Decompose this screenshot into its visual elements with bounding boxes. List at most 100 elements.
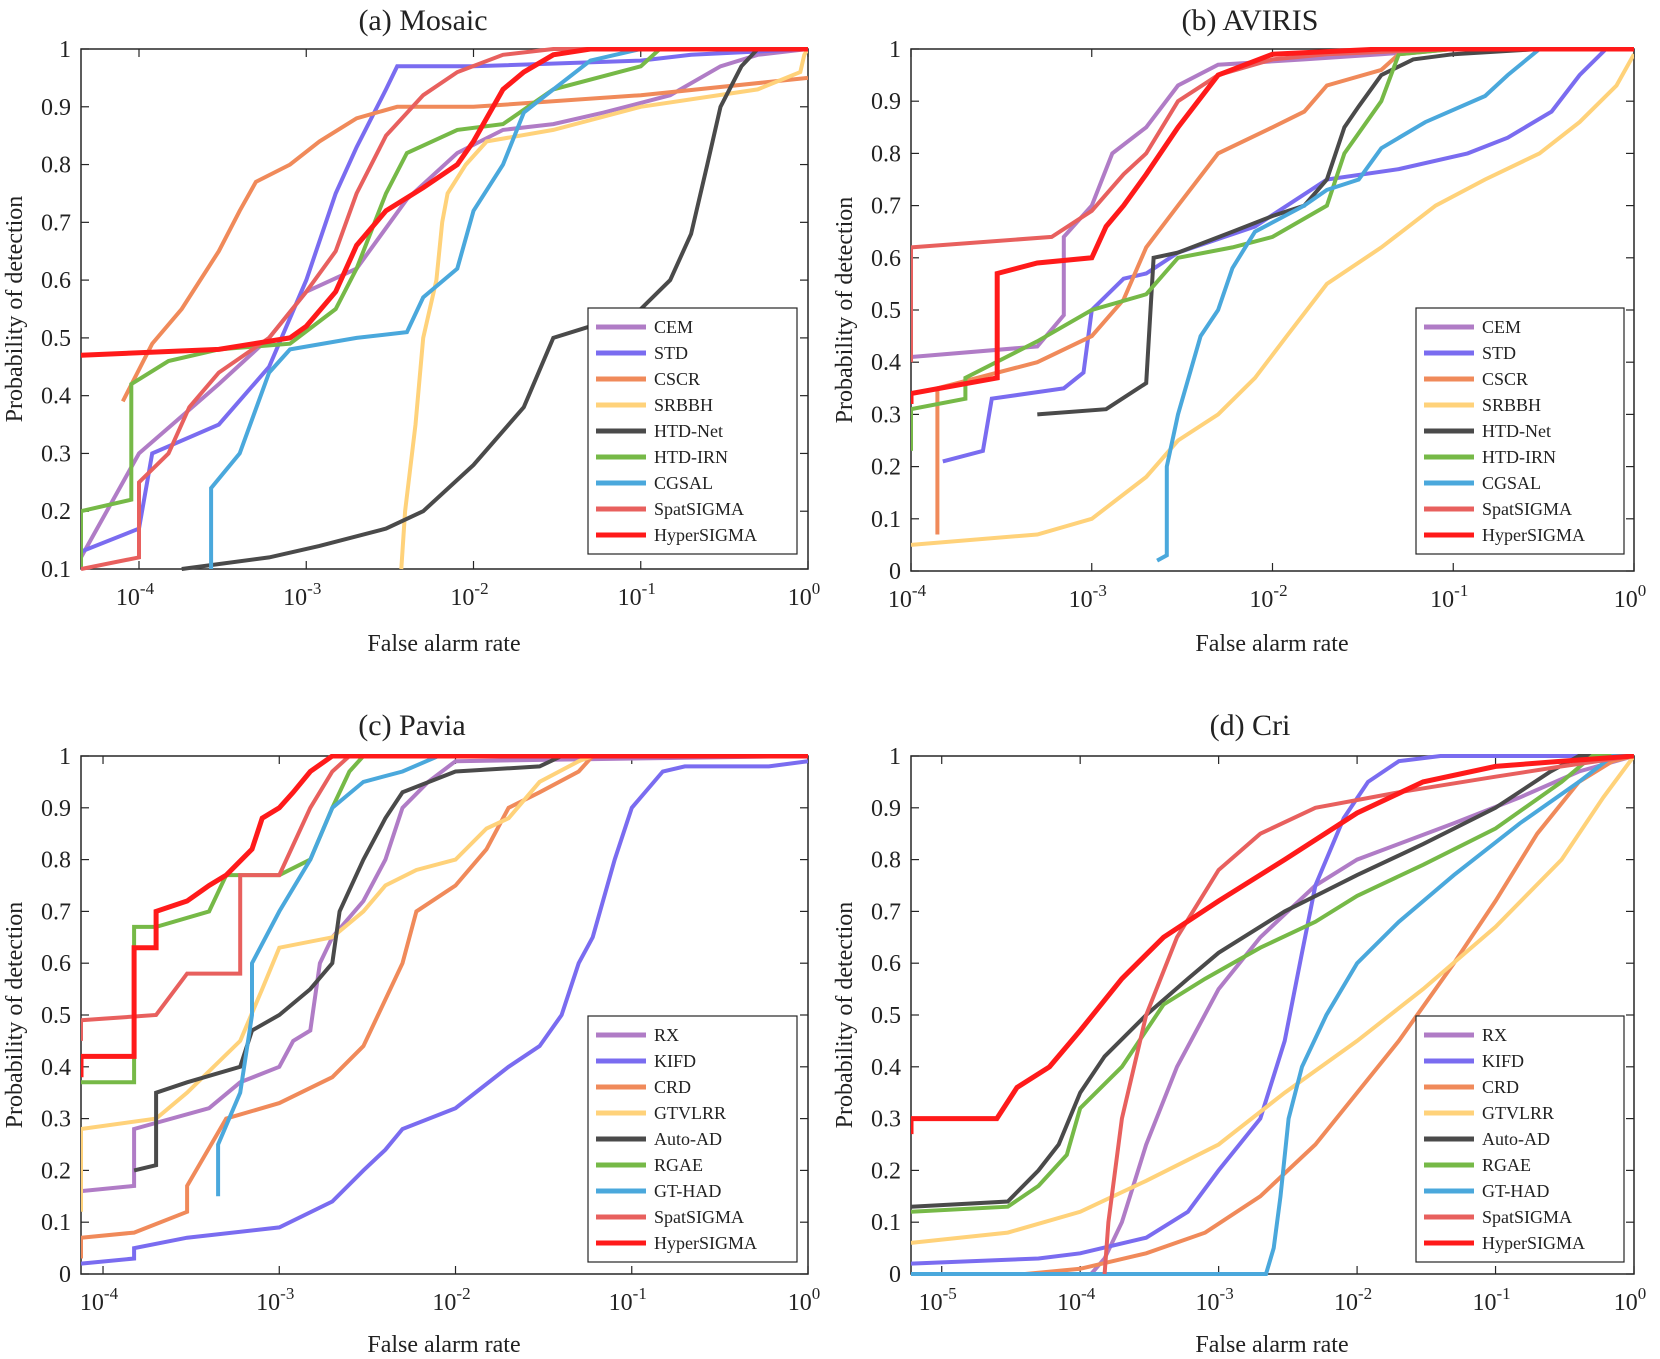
legend-label: SpatSIGMA bbox=[1482, 499, 1572, 519]
legend-label: HyperSIGMA bbox=[1482, 525, 1585, 545]
y-tick-label: 1 bbox=[889, 744, 901, 770]
y-tick-label: 0.1 bbox=[871, 507, 901, 533]
legend-label: STD bbox=[1482, 343, 1516, 363]
legend-label: HTD-IRN bbox=[654, 447, 728, 467]
series-line-auto-ad bbox=[133, 754, 808, 1173]
y-tick-label: 0.9 bbox=[871, 89, 901, 115]
panel-c-legend: RX KIFD CRD GTVLRR Auto-AD RGAE GT-HAD SpatSIGM… bbox=[587, 1015, 798, 1263]
series-line-spatsigma bbox=[1102, 754, 1634, 1275]
y-tick-label: 0.5 bbox=[871, 1003, 901, 1029]
legend-label: CSCR bbox=[654, 369, 700, 389]
x-tick-label: 10-5 bbox=[919, 1284, 957, 1316]
legend-label: Auto-AD bbox=[1482, 1129, 1550, 1149]
legend-label: SpatSIGMA bbox=[654, 1207, 744, 1227]
y-tick-label: 0 bbox=[889, 1262, 901, 1288]
legend-label: CEM bbox=[654, 317, 693, 337]
legend-label: CRD bbox=[654, 1077, 691, 1097]
y-tick-label: 0.8 bbox=[871, 848, 901, 874]
series-line-gtvlrr bbox=[911, 754, 1634, 1245]
x-tick-label: 100 bbox=[1614, 581, 1647, 613]
series-line-hypersigma bbox=[911, 754, 1634, 1135]
x-tick-label: 100 bbox=[788, 1284, 821, 1316]
series-line-crd bbox=[1024, 754, 1634, 1276]
panel-d-title: (d) Cri bbox=[1210, 709, 1291, 742]
panel-a-legend: CEM STD CSCR SRBBH HTD-Net HTD-IRN CGSAL SpatSI… bbox=[587, 307, 798, 555]
series-line-kifd bbox=[81, 759, 808, 1266]
x-tick-label: 10-1 bbox=[1430, 581, 1468, 613]
series-line-gt-had bbox=[216, 754, 808, 1197]
panel-a-xlabel: False alarm rate bbox=[367, 631, 520, 657]
legend-label: GTVLRR bbox=[654, 1103, 726, 1123]
x-tick-label: 10-4 bbox=[1057, 1284, 1096, 1316]
panel-b-x-ticks: 10-4 10-3 10-2 10-1 100 bbox=[888, 49, 1646, 613]
y-tick-label: 0.8 bbox=[41, 848, 71, 874]
panel-d-xlabel: False alarm rate bbox=[1195, 1332, 1348, 1358]
panel-c-y-ticks: 0 0.1 0.2 0.3 0.4 0.5 0.6 0.7 0.8 0.9 1 bbox=[41, 744, 808, 1288]
legend-label: HTD-Net bbox=[1482, 421, 1551, 441]
y-tick-label: 0.7 bbox=[41, 899, 71, 925]
series-line-rx bbox=[1089, 754, 1634, 1276]
series-line-spatsigma bbox=[81, 754, 808, 1041]
panel-a-title: (a) Mosaic bbox=[358, 4, 487, 37]
panel-b-series bbox=[911, 47, 1634, 563]
x-tick-label: 10-4 bbox=[888, 581, 927, 613]
y-tick-label: 0.1 bbox=[41, 557, 71, 583]
y-tick-label: 0.6 bbox=[41, 951, 71, 977]
series-line-srbbh bbox=[911, 53, 1634, 547]
y-tick-label: 0.9 bbox=[871, 796, 901, 822]
y-tick-label: 0.7 bbox=[871, 194, 901, 220]
y-tick-label: 0.5 bbox=[871, 298, 901, 324]
y-tick-label: 0.4 bbox=[871, 350, 901, 376]
y-tick-label: 0.2 bbox=[41, 1158, 71, 1184]
y-tick-label: 1 bbox=[59, 37, 71, 63]
series-line-cem bbox=[911, 47, 1634, 359]
panel-a-ylabel: Probability of detection bbox=[2, 196, 28, 423]
x-tick-label: 10-3 bbox=[1069, 581, 1107, 613]
x-tick-label: 100 bbox=[1614, 1284, 1647, 1316]
legend-label: HTD-IRN bbox=[1482, 447, 1556, 467]
x-tick-label: 10-2 bbox=[1334, 1284, 1372, 1316]
x-tick-label: 10-3 bbox=[1196, 1284, 1234, 1316]
legend-label: CSCR bbox=[1482, 369, 1528, 389]
x-tick-label: 10-3 bbox=[256, 1284, 294, 1316]
panel-b-xlabel: False alarm rate bbox=[1195, 631, 1348, 657]
series-line-gt-had bbox=[911, 754, 1634, 1276]
legend-label: CGSAL bbox=[1482, 473, 1541, 493]
panel-c-title: (c) Pavia bbox=[358, 709, 465, 742]
series-line-rx bbox=[81, 754, 808, 1194]
x-tick-label: 10-1 bbox=[1472, 1284, 1510, 1316]
series-line-cem bbox=[81, 47, 808, 559]
legend-label: SpatSIGMA bbox=[654, 499, 744, 519]
panel-c-series bbox=[81, 754, 808, 1266]
legend-label: HyperSIGMA bbox=[654, 1233, 757, 1253]
panel-a-series bbox=[81, 47, 808, 571]
legend-label: CRD bbox=[1482, 1077, 1519, 1097]
legend-label: RGAE bbox=[1482, 1155, 1531, 1175]
panel-d-cri: (d) Cri 10-5 10-4 10-3 10-2 10-1 100 00.10.20… bbox=[832, 709, 1646, 1358]
legend-label: SpatSIGMA bbox=[1482, 1207, 1572, 1227]
series-line-cscr bbox=[121, 75, 808, 403]
series-line-spatsigma bbox=[81, 47, 808, 571]
y-tick-label: 0.7 bbox=[871, 899, 901, 925]
x-tick-label: 10-4 bbox=[116, 579, 155, 611]
y-tick-label: 0.9 bbox=[41, 95, 71, 121]
series-line-htd-irn bbox=[911, 47, 1634, 451]
y-tick-label: 1 bbox=[889, 37, 901, 63]
series-line-spatsigma bbox=[911, 47, 1634, 363]
series-line-hypersigma bbox=[81, 754, 808, 1078]
legend-label: KIFD bbox=[654, 1051, 696, 1071]
x-tick-label: 100 bbox=[788, 579, 821, 611]
panel-a-y-ticks: 0.1 0.2 0.3 0.4 0.5 0.6 0.7 0.8 0.9 1 bbox=[41, 37, 808, 583]
legend-label: Auto-AD bbox=[654, 1129, 722, 1149]
y-tick-label: 0.2 bbox=[871, 1158, 901, 1184]
panel-b-ylabel: Probability of detection bbox=[832, 197, 858, 424]
y-tick-label: 0.6 bbox=[41, 268, 71, 294]
y-tick-label: 0.1 bbox=[41, 1210, 71, 1236]
y-tick-label: 0.8 bbox=[871, 141, 901, 167]
series-line-hypersigma bbox=[911, 47, 1634, 404]
x-tick-label: 10-1 bbox=[609, 1284, 647, 1316]
panel-d-y-ticks: 0 0.1 0.2 0.3 0.4 0.5 0.6 0.7 0.8 0.9 1 bbox=[871, 744, 1634, 1288]
legend-label: KIFD bbox=[1482, 1051, 1524, 1071]
y-tick-label: 0.3 bbox=[41, 1107, 71, 1133]
x-tick-label: 10-2 bbox=[432, 1284, 470, 1316]
